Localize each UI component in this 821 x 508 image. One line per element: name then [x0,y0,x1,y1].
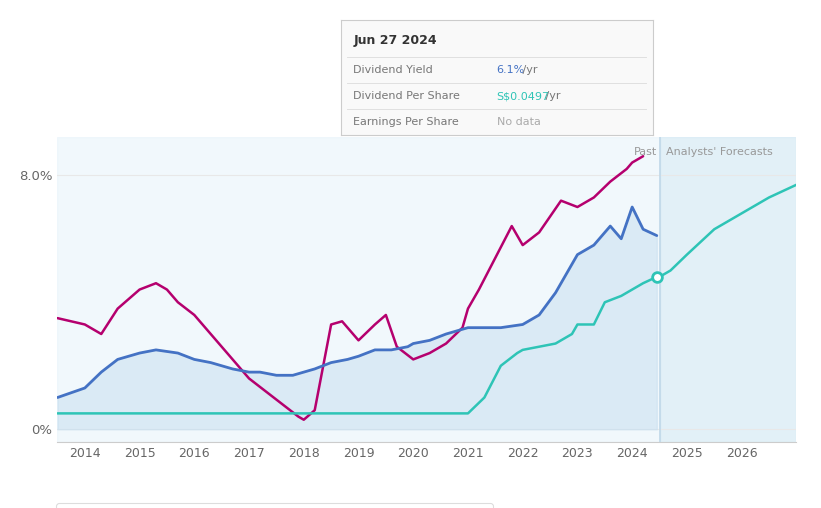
Text: /yr: /yr [519,65,538,75]
Text: S$0.0497: S$0.0497 [497,91,550,101]
Text: Earnings Per Share: Earnings Per Share [353,117,459,127]
Text: Analysts' Forecasts: Analysts' Forecasts [666,147,773,157]
Text: 6.1%: 6.1% [497,65,525,75]
Text: Past: Past [634,147,657,157]
Text: Jun 27 2024: Jun 27 2024 [353,34,437,47]
Legend: Dividend Yield, Dividend Per Share, Earnings Per Share: Dividend Yield, Dividend Per Share, Earn… [57,503,493,508]
Bar [659,137,796,442]
Text: Dividend Per Share: Dividend Per Share [353,91,460,101]
Text: /yr: /yr [542,91,560,101]
Bar [57,137,659,442]
Text: No data: No data [497,117,540,127]
Text: Dividend Yield: Dividend Yield [353,65,433,75]
